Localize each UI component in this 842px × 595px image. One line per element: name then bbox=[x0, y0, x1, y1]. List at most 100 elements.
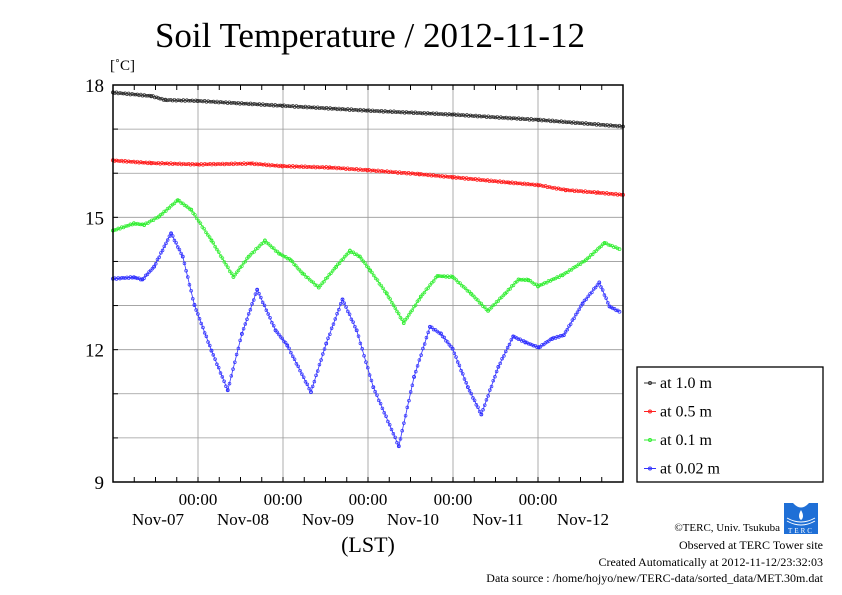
data-marker bbox=[250, 102, 255, 107]
data-point bbox=[595, 190, 600, 195]
data-marker bbox=[336, 262, 340, 267]
x-tick-date: Nov-12 bbox=[557, 510, 609, 529]
data-marker bbox=[364, 360, 368, 364]
data-marker bbox=[410, 171, 414, 176]
data-marker bbox=[222, 100, 226, 105]
data-marker bbox=[229, 101, 233, 105]
data-marker bbox=[305, 382, 310, 387]
data-marker bbox=[467, 289, 471, 294]
data-marker bbox=[567, 324, 571, 328]
x-tick-date: Nov-09 bbox=[302, 510, 354, 529]
data-marker bbox=[493, 374, 497, 379]
data-marker bbox=[507, 342, 512, 347]
data-marker bbox=[140, 93, 145, 98]
data-point bbox=[384, 291, 389, 296]
data-marker bbox=[130, 92, 134, 96]
data-marker bbox=[484, 178, 488, 183]
data-marker bbox=[329, 326, 334, 331]
data-marker bbox=[202, 226, 206, 231]
data-marker bbox=[262, 303, 267, 308]
data-marker bbox=[161, 161, 166, 166]
data-point bbox=[469, 291, 473, 296]
data-marker bbox=[191, 211, 195, 215]
x-tick-time: 00:00 bbox=[519, 490, 558, 509]
data-marker bbox=[593, 285, 598, 290]
data-marker bbox=[121, 159, 126, 164]
data-marker bbox=[206, 162, 211, 167]
y-tick-label: 9 bbox=[95, 473, 105, 494]
data-marker bbox=[445, 113, 450, 117]
data-marker bbox=[601, 191, 605, 195]
data-marker bbox=[426, 286, 430, 290]
data-marker bbox=[588, 190, 593, 194]
data-marker bbox=[208, 162, 212, 166]
data-marker bbox=[236, 346, 241, 351]
data-point bbox=[450, 274, 455, 279]
data-marker bbox=[544, 280, 549, 285]
data-marker bbox=[225, 101, 230, 105]
data-marker bbox=[381, 169, 386, 174]
data-marker bbox=[363, 108, 368, 113]
data-marker bbox=[144, 93, 148, 98]
data-marker bbox=[220, 375, 225, 379]
data-marker bbox=[292, 165, 297, 169]
data-marker bbox=[226, 162, 230, 166]
data-point bbox=[563, 188, 568, 192]
data-marker bbox=[123, 224, 127, 228]
data-marker bbox=[252, 298, 256, 302]
data-marker bbox=[612, 124, 616, 128]
data-marker bbox=[188, 162, 193, 167]
data-marker bbox=[226, 265, 230, 270]
data-marker bbox=[394, 170, 398, 174]
data-marker bbox=[289, 104, 293, 109]
data-marker bbox=[137, 93, 141, 98]
data-marker bbox=[202, 331, 207, 335]
data-marker bbox=[467, 389, 472, 393]
data-marker bbox=[184, 268, 188, 273]
data-marker bbox=[185, 98, 189, 102]
data-marker bbox=[424, 335, 429, 340]
data-marker bbox=[463, 286, 468, 291]
data-marker bbox=[375, 278, 380, 282]
data-marker bbox=[121, 91, 126, 96]
data-marker bbox=[410, 383, 415, 387]
data-marker bbox=[543, 118, 548, 123]
data-marker bbox=[574, 312, 578, 317]
data-point bbox=[511, 334, 516, 339]
data-marker bbox=[403, 171, 407, 175]
data-marker bbox=[196, 312, 200, 316]
data-marker bbox=[579, 304, 583, 308]
data-marker bbox=[454, 176, 458, 180]
data-marker bbox=[294, 104, 299, 108]
data-marker bbox=[408, 390, 413, 394]
data-marker bbox=[119, 91, 124, 96]
data-marker bbox=[291, 164, 295, 168]
data-marker bbox=[455, 360, 460, 364]
data-point bbox=[354, 328, 359, 333]
data-marker bbox=[516, 337, 521, 341]
data-marker bbox=[590, 290, 594, 295]
data-marker bbox=[604, 296, 608, 300]
data-marker bbox=[434, 111, 439, 116]
data-marker bbox=[517, 181, 521, 186]
data-point bbox=[396, 444, 401, 449]
data-marker bbox=[576, 262, 581, 267]
data-marker bbox=[264, 308, 269, 313]
data-marker bbox=[417, 358, 422, 362]
data-marker bbox=[213, 100, 218, 105]
data-marker bbox=[338, 166, 343, 171]
data-marker bbox=[372, 109, 377, 114]
data-marker bbox=[370, 168, 375, 173]
data-marker bbox=[116, 91, 120, 96]
data-marker bbox=[487, 179, 492, 183]
data-marker bbox=[567, 188, 571, 193]
data-marker bbox=[568, 322, 573, 326]
data-marker bbox=[380, 406, 385, 411]
data-marker bbox=[402, 421, 406, 425]
data-marker bbox=[338, 107, 343, 112]
data-marker bbox=[194, 162, 198, 166]
data-point bbox=[617, 247, 622, 251]
data-marker bbox=[282, 164, 286, 168]
data-marker bbox=[400, 429, 404, 433]
data-marker bbox=[201, 99, 205, 104]
